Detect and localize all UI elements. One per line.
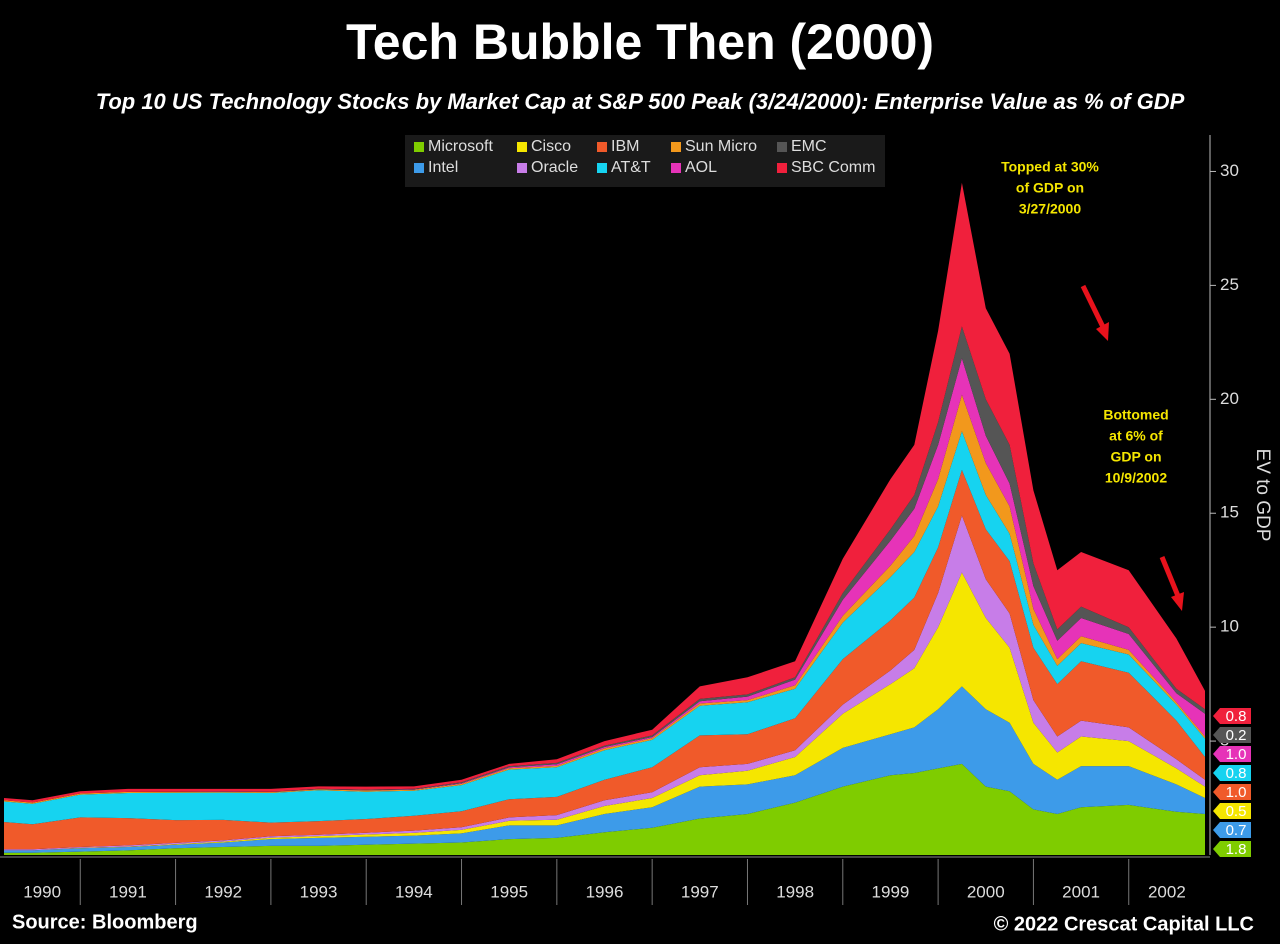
legend-label: Sun Micro bbox=[685, 138, 757, 155]
legend-label: SBC Comm bbox=[791, 159, 875, 176]
y-tick-label: 30 bbox=[1220, 161, 1239, 180]
x-tick-label: 1994 bbox=[395, 882, 433, 901]
end-label-tag bbox=[1213, 708, 1251, 724]
copyright: © 2022 Crescat Capital LLC bbox=[994, 913, 1254, 935]
end-label: 0.2 bbox=[1226, 727, 1247, 744]
legend-swatch bbox=[597, 163, 607, 173]
annotation: Bottomed bbox=[1103, 407, 1168, 423]
chart-subtitle: Top 10 US Technology Stocks by Market Ca… bbox=[96, 89, 1185, 114]
y-tick-label: 15 bbox=[1220, 503, 1239, 522]
legend-swatch bbox=[597, 142, 607, 152]
legend-swatch bbox=[517, 142, 527, 152]
x-tick-label: 1995 bbox=[490, 882, 528, 901]
x-tick-label: 1990 bbox=[23, 882, 61, 901]
end-label: 0.5 bbox=[1226, 803, 1247, 820]
end-label: 1.0 bbox=[1226, 784, 1247, 801]
arrow bbox=[1159, 556, 1181, 597]
area bbox=[4, 686, 1205, 853]
x-tick-label: 1998 bbox=[776, 882, 814, 901]
y-axis-label: EV to GDP bbox=[1252, 449, 1273, 542]
end-label: 0.7 bbox=[1226, 822, 1247, 839]
x-tick-label: 1991 bbox=[109, 882, 147, 901]
end-label-tag bbox=[1213, 822, 1251, 838]
area bbox=[4, 763, 1205, 855]
arrow bbox=[1080, 284, 1106, 329]
legend-swatch bbox=[414, 142, 424, 152]
y-tick-label: 10 bbox=[1220, 617, 1239, 636]
x-tick-label: 1997 bbox=[681, 882, 719, 901]
end-labels: 0.8 0.2 1.0 0.8 1.0 0.5 0.7 1.8 bbox=[1213, 708, 1251, 858]
x-tick-label: 1993 bbox=[300, 882, 338, 901]
annotation: of GDP on bbox=[1016, 180, 1084, 196]
plot-area bbox=[4, 182, 1205, 855]
end-label-tag bbox=[1213, 746, 1251, 762]
annotation: at 6% of bbox=[1109, 428, 1163, 444]
end-label: 0.8 bbox=[1226, 765, 1247, 782]
legend-label: Microsoft bbox=[428, 138, 493, 155]
end-label-tag bbox=[1213, 727, 1251, 743]
x-tick-label: 1996 bbox=[586, 882, 624, 901]
x-tick-label: 1992 bbox=[204, 882, 242, 901]
end-label-tag bbox=[1213, 803, 1251, 819]
annotation: Topped at 30% bbox=[1001, 159, 1099, 175]
legend-label: Oracle bbox=[531, 159, 578, 176]
legend-swatch bbox=[777, 142, 787, 152]
arrow-head bbox=[1096, 322, 1109, 341]
end-label: 1.8 bbox=[1226, 841, 1247, 858]
source: Source: Bloomberg bbox=[12, 911, 198, 933]
legend-label: Intel bbox=[428, 159, 458, 176]
legend-swatch bbox=[671, 142, 681, 152]
end-label-tag bbox=[1213, 765, 1251, 781]
annotation: 3/27/2000 bbox=[1019, 201, 1081, 217]
legend-label: EMC bbox=[791, 138, 827, 155]
annotations: Topped at 30% of GDP on 3/27/2000 Bottomed a… bbox=[1001, 159, 1169, 486]
axes: 5101520253019901991199219931994199519961… bbox=[0, 135, 1239, 905]
x-tick-label: 1999 bbox=[872, 882, 910, 901]
x-tick-label: 2002 bbox=[1148, 882, 1186, 901]
legend-label: Cisco bbox=[531, 138, 571, 155]
y-tick-label: 25 bbox=[1220, 275, 1239, 294]
y-tick-label: 20 bbox=[1220, 389, 1239, 408]
end-label-tag bbox=[1213, 784, 1251, 800]
chart-title: Tech Bubble Then (2000) bbox=[346, 14, 934, 70]
x-tick-label: 2001 bbox=[1062, 882, 1100, 901]
legend-swatch bbox=[414, 163, 424, 173]
end-label: 0.8 bbox=[1226, 708, 1247, 725]
arrow-head bbox=[1171, 592, 1184, 611]
annotation: GDP on bbox=[1110, 449, 1161, 465]
legend-swatch bbox=[671, 163, 681, 173]
end-label-tag bbox=[1213, 841, 1251, 857]
end-label: 1.0 bbox=[1226, 746, 1247, 763]
legend-swatch bbox=[517, 163, 527, 173]
legend-swatch bbox=[777, 163, 787, 173]
legend-label: AOL bbox=[685, 159, 717, 176]
annotation: 10/9/2002 bbox=[1105, 470, 1167, 486]
legend bbox=[405, 135, 885, 187]
legend-label: AT&T bbox=[611, 159, 651, 176]
x-tick-label: 2000 bbox=[967, 882, 1005, 901]
legend-label: IBM bbox=[611, 138, 639, 155]
legend-items: Microsoft Intel Cisco Oracle IBM AT&T Sun Micr… bbox=[414, 138, 875, 176]
arrows bbox=[1080, 284, 1184, 611]
